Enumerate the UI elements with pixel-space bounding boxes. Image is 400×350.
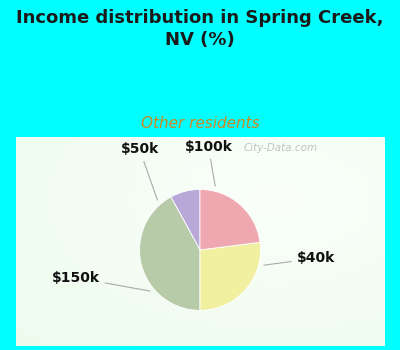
- Wedge shape: [171, 189, 200, 250]
- Text: $40k: $40k: [264, 251, 335, 265]
- Text: City-Data.com: City-Data.com: [244, 143, 318, 153]
- Text: $100k: $100k: [184, 140, 232, 186]
- Text: Income distribution in Spring Creek,
NV (%): Income distribution in Spring Creek, NV …: [16, 9, 384, 49]
- Wedge shape: [140, 197, 200, 310]
- Text: Other residents: Other residents: [141, 116, 259, 131]
- Text: $150k: $150k: [52, 271, 150, 291]
- Wedge shape: [200, 242, 260, 310]
- Wedge shape: [200, 189, 260, 250]
- Text: $50k: $50k: [120, 142, 159, 200]
